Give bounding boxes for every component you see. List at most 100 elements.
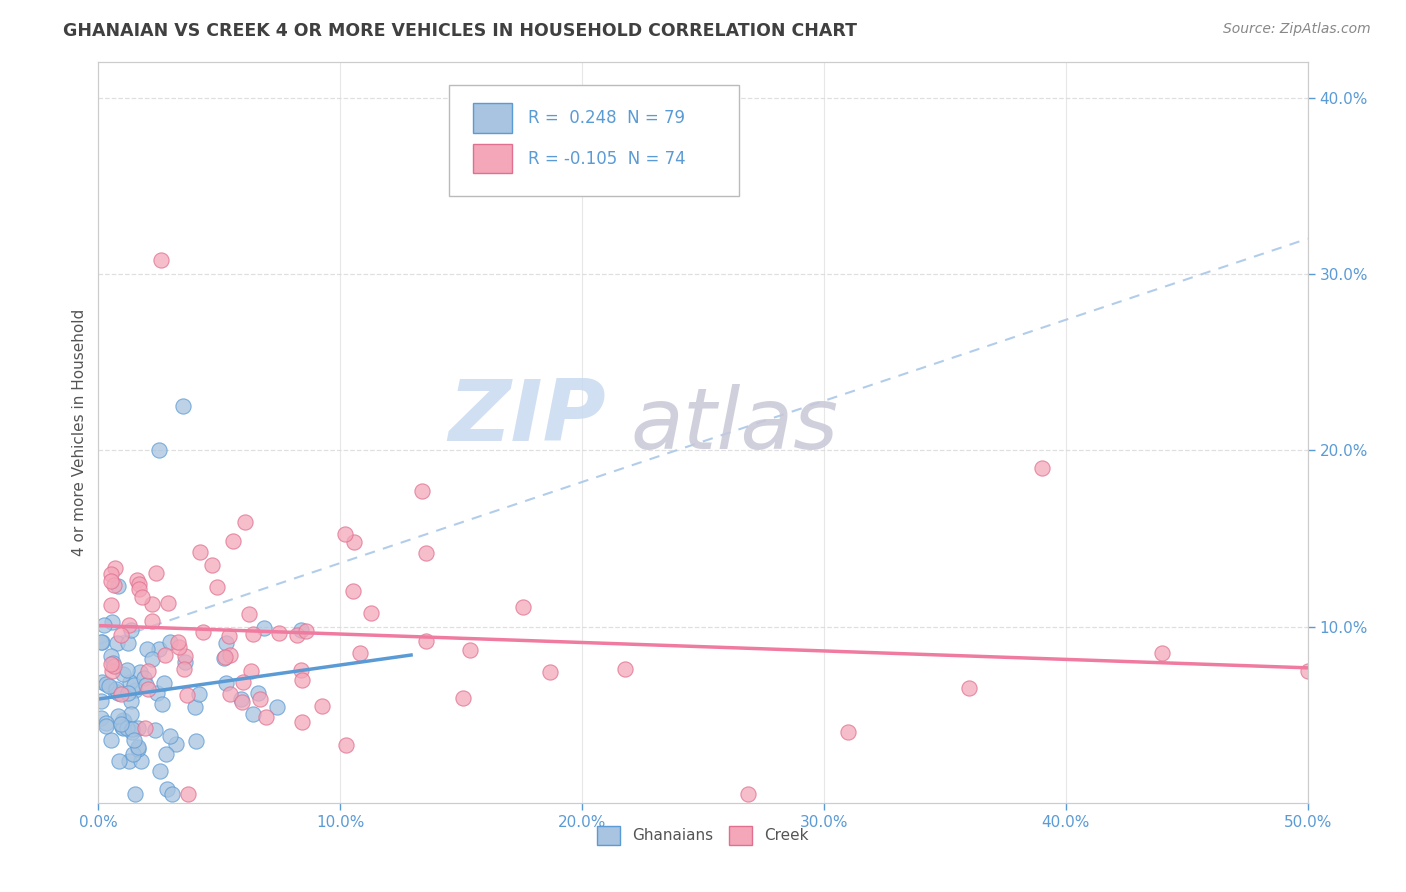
Point — [127, 721, 149, 735]
Point — [172, 399, 194, 413]
Point — [100, 566, 122, 581]
Point — [128, 577, 150, 591]
Point — [128, 665, 150, 680]
Point — [415, 546, 437, 560]
Point — [98, 679, 121, 693]
Point — [112, 714, 135, 728]
Point — [290, 664, 312, 678]
Point — [125, 573, 148, 587]
Point — [110, 687, 132, 701]
Point — [90, 711, 112, 725]
Point — [117, 618, 139, 632]
Point — [91, 674, 114, 689]
Point — [1152, 646, 1174, 660]
Point — [135, 678, 157, 692]
Point — [120, 706, 142, 721]
Point — [458, 643, 481, 657]
Point — [100, 732, 122, 747]
Point — [184, 699, 207, 714]
Point — [186, 734, 208, 748]
Point — [254, 709, 277, 723]
Point — [96, 719, 118, 733]
Point — [136, 665, 159, 679]
Point — [136, 682, 159, 697]
Text: atlas: atlas — [630, 384, 838, 467]
Point — [111, 713, 134, 727]
Point — [159, 635, 181, 649]
Text: Source: ZipAtlas.com: Source: ZipAtlas.com — [1223, 22, 1371, 37]
Text: ZIP: ZIP — [449, 376, 606, 459]
Point — [110, 717, 132, 731]
Point — [218, 687, 240, 701]
Point — [249, 692, 271, 706]
Legend: Ghanaians, Creek: Ghanaians, Creek — [592, 820, 814, 851]
Point — [215, 676, 238, 690]
Bar — [474, 103, 512, 133]
Point — [174, 649, 197, 664]
Point — [229, 691, 252, 706]
Point — [90, 694, 112, 708]
Point — [128, 582, 150, 597]
Point — [837, 725, 859, 739]
Point — [201, 558, 224, 572]
Point — [343, 534, 366, 549]
Point — [108, 754, 131, 768]
Point — [145, 723, 167, 738]
Y-axis label: 4 or more Vehicles in Household: 4 or more Vehicles in Household — [72, 309, 87, 557]
Point — [239, 664, 262, 678]
Point — [174, 655, 197, 669]
Point — [120, 675, 142, 690]
Point — [167, 640, 190, 654]
Point — [737, 787, 759, 801]
Point — [415, 634, 437, 648]
Text: R = -0.105  N = 74: R = -0.105 N = 74 — [527, 150, 685, 168]
Point — [177, 787, 200, 801]
Point — [242, 627, 264, 641]
Point — [127, 742, 149, 756]
Point — [148, 443, 170, 458]
FancyBboxPatch shape — [449, 85, 740, 195]
Point — [103, 658, 125, 673]
Point — [176, 689, 198, 703]
Point — [153, 676, 176, 690]
Point — [214, 650, 236, 665]
Text: R =  0.248  N = 79: R = 0.248 N = 79 — [527, 109, 685, 127]
Point — [146, 686, 169, 700]
Point — [121, 624, 143, 638]
Point — [215, 636, 238, 650]
Point — [295, 624, 318, 639]
Point — [238, 607, 260, 621]
Point — [141, 598, 163, 612]
Point — [94, 715, 117, 730]
Point — [291, 714, 314, 729]
Point — [122, 733, 145, 747]
Point — [104, 683, 127, 698]
Point — [150, 697, 173, 711]
Point — [124, 787, 146, 801]
Point — [101, 656, 124, 670]
Point — [100, 649, 122, 664]
Point — [333, 527, 356, 541]
Point — [233, 515, 256, 529]
Text: GHANAIAN VS CREEK 4 OR MORE VEHICLES IN HOUSEHOLD CORRELATION CHART: GHANAIAN VS CREEK 4 OR MORE VEHICLES IN … — [63, 22, 858, 40]
Point — [957, 681, 980, 696]
Point — [101, 615, 124, 630]
Point — [155, 648, 177, 663]
Point — [100, 598, 122, 612]
Point — [290, 623, 312, 637]
Point — [122, 747, 145, 761]
Point — [411, 484, 433, 499]
Point — [136, 642, 159, 657]
Point — [165, 738, 187, 752]
Point — [156, 781, 179, 796]
Point — [104, 682, 127, 697]
Point — [110, 627, 132, 641]
Point — [221, 533, 243, 548]
Point — [335, 738, 357, 752]
Point — [1031, 461, 1053, 475]
Point — [150, 252, 173, 267]
Point — [121, 724, 143, 739]
Point — [451, 691, 474, 706]
Point — [349, 646, 371, 660]
Point — [231, 674, 253, 689]
